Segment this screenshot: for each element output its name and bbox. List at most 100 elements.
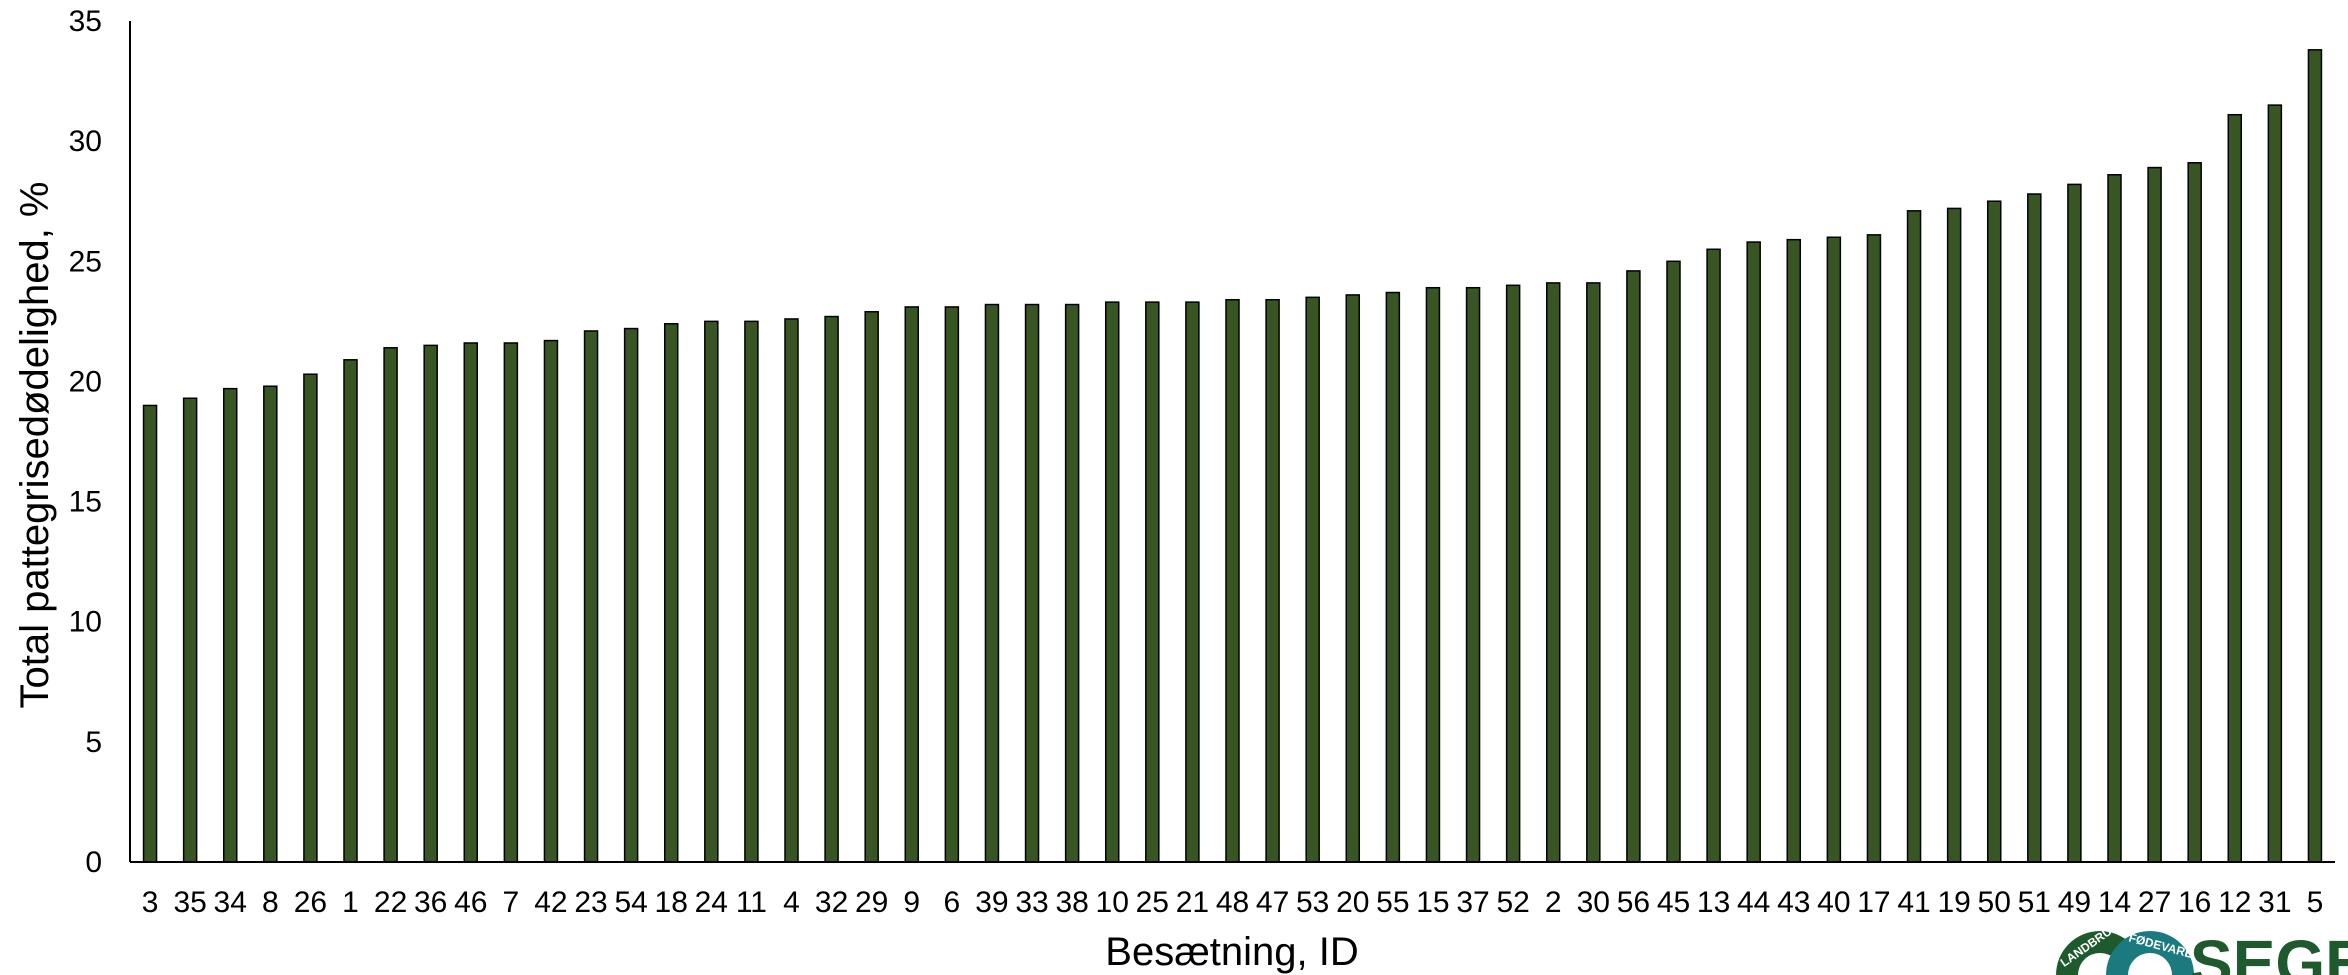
bar (2307, 49, 2323, 863)
x-tick-label: 1 (342, 886, 359, 919)
x-tick-label: 24 (695, 886, 728, 919)
x-tick-label: 35 (173, 886, 206, 919)
seges-logo: LANDBRUG FØDEVARER SEGES (2056, 919, 2348, 975)
bar (543, 339, 559, 863)
bar (904, 306, 920, 863)
x-tick-label: 37 (1456, 886, 1489, 919)
bar (2107, 174, 2122, 863)
y-axis-title: Total pattegrisedødelighed, % (13, 182, 57, 709)
bar (423, 344, 438, 863)
y-tick-label: 15 (69, 486, 102, 519)
x-tick-label: 53 (1296, 886, 1329, 919)
x-tick-label: 45 (1657, 886, 1690, 919)
x-tick-label: 44 (1737, 886, 1770, 919)
x-tick-label: 2 (1545, 886, 1562, 919)
bar (1425, 286, 1441, 863)
x-tick-label: 42 (534, 886, 567, 919)
bar (824, 315, 839, 863)
x-tick-label: 49 (2058, 886, 2091, 919)
bar (2267, 104, 2283, 863)
x-tick-label: 39 (975, 886, 1008, 919)
x-tick-label: 30 (1577, 886, 1610, 919)
x-tick-label: 34 (214, 886, 247, 919)
bars-group (142, 49, 2323, 863)
x-tick-label: 9 (903, 886, 920, 919)
bar (2227, 113, 2243, 863)
bar (1505, 284, 1521, 863)
y-tick-label: 30 (69, 125, 102, 158)
bar (1826, 236, 1842, 863)
x-tick-label: 55 (1376, 886, 1409, 919)
x-tick-label: 11 (736, 886, 767, 919)
bar (1145, 301, 1160, 863)
bar (1786, 238, 1802, 863)
bar (383, 347, 398, 863)
logo-ring-right-inner (2128, 953, 2172, 975)
y-tick-label: 0 (85, 846, 102, 879)
bar (583, 330, 599, 863)
bar (2067, 183, 2082, 863)
x-tick-label: 12 (2218, 886, 2251, 919)
bar (1225, 298, 1240, 863)
bar (1666, 260, 1681, 863)
x-tick-label: 33 (1015, 886, 1048, 919)
bar (1385, 291, 1401, 863)
x-tick-label: 40 (1817, 886, 1850, 919)
x-tick-label: 3 (142, 886, 159, 919)
x-tick-label: 13 (1697, 886, 1730, 919)
x-tick-label: 8 (262, 886, 279, 919)
y-tick-label: 35 (69, 5, 102, 38)
bar (503, 342, 519, 863)
y-tick-label: 10 (69, 606, 102, 639)
x-tick-label: 54 (614, 886, 647, 919)
bar (1024, 303, 1040, 863)
x-tick-label: 36 (414, 886, 447, 919)
y-tick-label: 25 (69, 245, 102, 278)
x-tick-label: 18 (655, 886, 688, 919)
x-tick-label: 48 (1216, 886, 1249, 919)
x-tick-label: 16 (2178, 886, 2211, 919)
bar (2147, 166, 2162, 863)
x-tick-label: 14 (2098, 886, 2131, 919)
bar (984, 303, 1000, 863)
x-tick-label: 5 (2307, 886, 2324, 919)
bar (744, 320, 759, 863)
bar (1104, 301, 1120, 863)
bar (222, 387, 238, 863)
bar (944, 306, 960, 863)
bar (1465, 286, 1481, 863)
x-tick-label: 20 (1336, 886, 1369, 919)
bar (623, 327, 639, 863)
x-tick-label: 31 (2258, 886, 2291, 919)
x-tick-label: 22 (374, 886, 407, 919)
bar (463, 342, 479, 863)
bar (1545, 282, 1561, 863)
bar (1986, 200, 2002, 863)
bar (1305, 296, 1320, 863)
x-tick-label: 21 (1176, 886, 1209, 919)
x-tick-label: 29 (855, 886, 888, 919)
bar (142, 404, 158, 863)
bar (303, 373, 318, 863)
bar (2187, 162, 2202, 863)
bar (704, 320, 719, 863)
y-tick-label: 5 (85, 726, 102, 759)
bar (182, 397, 198, 863)
bar (663, 323, 679, 863)
bar (1906, 210, 1922, 863)
x-tick-label: 10 (1096, 886, 1129, 919)
x-tick-label: 52 (1496, 886, 1529, 919)
y-tick-labels: 0 5 10 15 20 25 30 35 (69, 5, 102, 879)
x-tick-label: 47 (1256, 886, 1289, 919)
x-axis-title: Besætning, ID (1105, 930, 1358, 974)
bar (784, 318, 799, 863)
x-tick-label: 50 (1978, 886, 2011, 919)
bar (1064, 303, 1080, 863)
x-tick-label: 17 (1857, 886, 1890, 919)
bar (1626, 270, 1641, 863)
x-tick-label: 25 (1136, 886, 1169, 919)
x-tick-label: 41 (1897, 886, 1930, 919)
x-tick-label: 43 (1777, 886, 1810, 919)
x-tick-label: 32 (815, 886, 848, 919)
x-tick-label: 23 (574, 886, 607, 919)
